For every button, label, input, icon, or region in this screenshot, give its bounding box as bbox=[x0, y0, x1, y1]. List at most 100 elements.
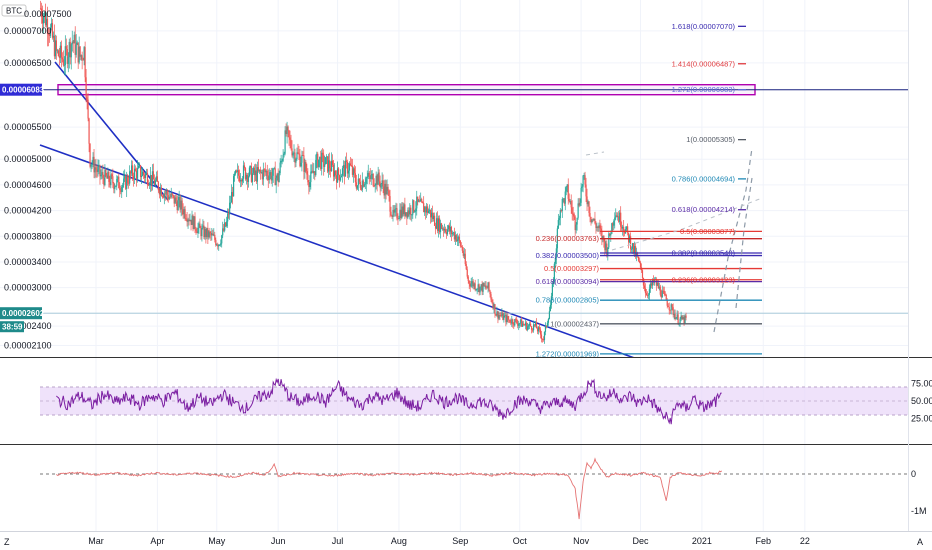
fib-retracement-label: 0.786(0.00002805) bbox=[536, 296, 600, 305]
auto-scale-button[interactable]: A bbox=[917, 537, 923, 547]
candle-body bbox=[538, 327, 541, 330]
candle-body bbox=[362, 180, 364, 187]
zoom-button[interactable]: Z bbox=[4, 537, 10, 547]
time-tick-label: Sep bbox=[452, 536, 468, 546]
candle-body bbox=[467, 276, 469, 281]
candle-body bbox=[315, 160, 317, 176]
candle-body bbox=[82, 59, 84, 61]
candle-body bbox=[551, 284, 553, 297]
rsi-tick-label: 75.00 bbox=[911, 379, 932, 389]
candle-body bbox=[417, 196, 419, 202]
candle-body bbox=[612, 223, 614, 226]
candle-body bbox=[171, 193, 173, 195]
candle-body bbox=[513, 324, 515, 326]
candle-body bbox=[134, 168, 136, 180]
candle-body bbox=[562, 198, 564, 200]
last-price-value: 0.00002602 bbox=[2, 309, 45, 318]
candle-body bbox=[504, 314, 506, 316]
rsi-pane bbox=[40, 377, 908, 425]
candle-body bbox=[657, 282, 659, 289]
symbol-badge[interactable]: BTC bbox=[1, 4, 27, 17]
candle-body bbox=[585, 184, 587, 197]
candle-body bbox=[498, 315, 500, 319]
candle-body bbox=[282, 154, 284, 161]
candle-body bbox=[547, 318, 550, 323]
candle-body bbox=[135, 170, 138, 179]
candle-body bbox=[525, 322, 527, 326]
candle-body bbox=[365, 178, 367, 184]
marked-level-badge[interactable]: 0.00006083 bbox=[0, 83, 45, 96]
candle-body bbox=[408, 210, 410, 215]
candle-body bbox=[147, 184, 150, 186]
countdown-value: 38:59 bbox=[2, 323, 23, 332]
candle-body bbox=[380, 183, 382, 188]
candle-body bbox=[90, 164, 92, 167]
candle-body bbox=[372, 174, 374, 186]
price-candles bbox=[39, 0, 687, 344]
candle-body bbox=[382, 180, 384, 187]
candle-body bbox=[70, 44, 72, 58]
candle-body bbox=[411, 214, 413, 216]
candle-body bbox=[199, 223, 201, 229]
candle-body bbox=[406, 212, 408, 218]
rsi-axis[interactable]: 75.00 50.00 25.00 bbox=[911, 379, 932, 424]
trend-line-short[interactable] bbox=[54, 61, 169, 201]
candle-body bbox=[605, 243, 607, 251]
candle-body bbox=[622, 226, 624, 229]
candle-body bbox=[439, 223, 442, 233]
volume-axis[interactable]: 0 -1M bbox=[911, 469, 927, 516]
fib-lines[interactable] bbox=[600, 25, 762, 355]
candle-body bbox=[336, 168, 339, 183]
candle-body bbox=[184, 209, 186, 219]
candle-body bbox=[572, 213, 574, 215]
candle-body bbox=[236, 170, 239, 172]
candle-body bbox=[89, 143, 91, 167]
candle-body bbox=[375, 175, 377, 186]
candle-body bbox=[681, 315, 683, 320]
candle-body bbox=[284, 130, 286, 154]
candle-body bbox=[330, 168, 332, 172]
price-tick-label: 0.00006500 bbox=[4, 58, 52, 68]
candle-body bbox=[677, 314, 679, 325]
candle-body bbox=[465, 264, 467, 270]
candle-body bbox=[303, 155, 305, 172]
candle-body bbox=[638, 260, 641, 263]
candle-body bbox=[299, 154, 301, 167]
rsi-tick-label: 25.00 bbox=[911, 414, 932, 424]
candle-body bbox=[391, 215, 393, 217]
candle-body bbox=[396, 208, 398, 219]
candle-body bbox=[205, 228, 207, 238]
candle-body bbox=[53, 35, 56, 57]
candle-body bbox=[446, 229, 449, 235]
candle-body bbox=[469, 284, 471, 287]
candle-body bbox=[671, 304, 673, 308]
candle-body bbox=[281, 160, 283, 162]
last-price-badge[interactable]: 0.00002602 38:59 bbox=[0, 307, 45, 333]
candle-body bbox=[88, 118, 90, 144]
candle-body bbox=[40, 8, 43, 18]
candle-body bbox=[647, 294, 650, 296]
candle-body bbox=[321, 152, 323, 169]
trend-line-long[interactable] bbox=[39, 144, 640, 360]
candle-body bbox=[424, 207, 426, 213]
candle-body bbox=[196, 231, 198, 234]
candle-body bbox=[412, 200, 414, 215]
candle-body bbox=[356, 185, 358, 189]
candle-body bbox=[268, 175, 270, 181]
candle-body bbox=[364, 183, 366, 185]
candle-body bbox=[113, 183, 115, 190]
price-axis[interactable]: 0.00007000 0.00006500 0.00005500 0.00005000… bbox=[4, 26, 52, 351]
candle-body bbox=[576, 217, 578, 225]
candle-body bbox=[369, 175, 371, 180]
candle-body bbox=[64, 46, 66, 66]
candle-body bbox=[234, 173, 236, 177]
candle-body bbox=[452, 232, 454, 234]
candle-body bbox=[354, 173, 356, 183]
candle-body bbox=[505, 314, 507, 323]
volume-tick-label: -1M bbox=[911, 506, 927, 516]
time-axis[interactable]: Mar Apr May Jun Jul Aug Sep Oct Nov Dec 2021 Feb 22 bbox=[88, 536, 810, 546]
candle-body bbox=[561, 199, 563, 211]
candle-body bbox=[466, 269, 468, 277]
candle-body bbox=[149, 175, 152, 185]
